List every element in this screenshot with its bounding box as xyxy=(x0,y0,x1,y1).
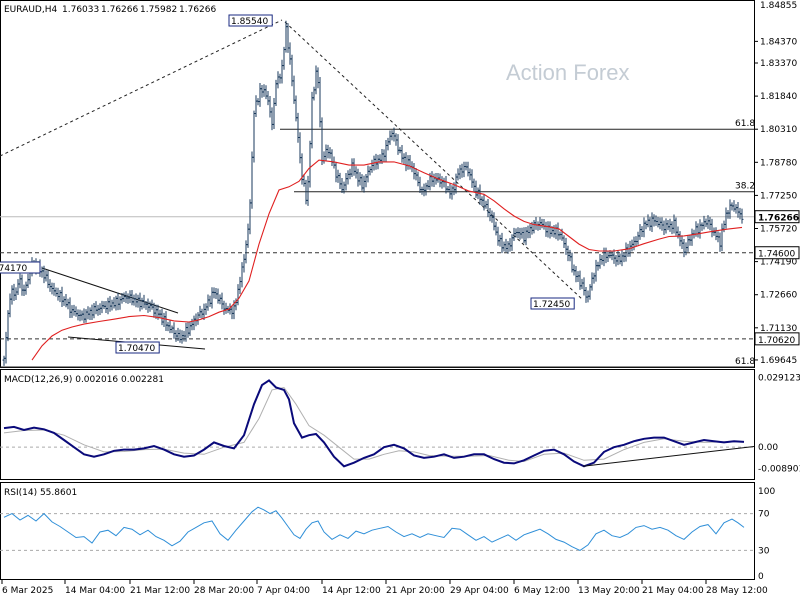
price-tick: 1.84370 xyxy=(760,37,797,47)
price-tick: 1.74190 xyxy=(760,258,797,268)
support-2-text: 1.70620 xyxy=(758,336,795,346)
price-tick: 1.69645 xyxy=(760,356,797,366)
macd-tick: 0.00 xyxy=(758,443,778,453)
price-tick: 1.75720 xyxy=(760,225,797,235)
price-tick: 1.80310 xyxy=(760,125,797,135)
rsi-panel xyxy=(0,482,755,580)
time-tick: 7 Apr 04:00 xyxy=(257,586,310,596)
fib-618-label: 61.8 xyxy=(735,119,755,129)
label-left-level-box xyxy=(0,261,41,274)
header-low: 1.75982 xyxy=(140,5,177,15)
support-1-text: 1.74600 xyxy=(758,250,795,260)
label-low-mar-box xyxy=(115,341,160,354)
rsi-tick: 0 xyxy=(758,572,764,582)
price-tick: 1.83370 xyxy=(760,59,797,69)
label-high: 1.85540 xyxy=(228,14,273,27)
main-panel xyxy=(0,0,755,368)
macd-label: MACD(12,26,9) 0.002016 0.002281 xyxy=(4,375,164,385)
time-tick: 29 Apr 04:00 xyxy=(450,586,509,596)
main-layer: 61.8 38.2 61.8 1.85540 1.72450 1.70470 1.74170 xyxy=(0,14,755,368)
macd-panel xyxy=(0,369,755,480)
support-1-tag xyxy=(754,246,800,260)
price-tick: 1.78780 xyxy=(760,158,797,168)
rsi-tick: 100 xyxy=(758,487,775,497)
label-low-mar: 1.70470 xyxy=(115,341,160,354)
fib-382-label: 38.2 xyxy=(735,182,755,192)
macd-line xyxy=(3,379,745,468)
macd-tick: 0.029123 xyxy=(758,374,800,384)
time-tick: 6 Mar 2025 xyxy=(2,586,53,596)
label-left-level-text: 1.74170 xyxy=(0,264,27,274)
time-tick: 14 Apr 12:00 xyxy=(322,586,381,596)
price-tick: 1.77250 xyxy=(760,191,797,201)
time-tick: 21 Mar 12:00 xyxy=(130,586,190,596)
time-tick: 21 Apr 20:00 xyxy=(386,586,445,596)
time-tick: 14 Mar 04:00 xyxy=(65,586,125,596)
price-tick: 1.81840 xyxy=(760,92,797,102)
current-price-text: 1.76266 xyxy=(758,214,799,224)
current-price-tag xyxy=(754,210,800,224)
header-high: 1.76266 xyxy=(101,5,138,15)
time-tick: 21 May 04:00 xyxy=(642,586,704,596)
price-tick: 1.72660 xyxy=(760,291,797,301)
macd-trendline xyxy=(582,445,755,467)
trendline-up-to-high xyxy=(0,19,283,157)
price-tick: 1.71130 xyxy=(760,324,797,334)
moving-average-line xyxy=(31,159,743,361)
support-2-tag xyxy=(754,332,800,346)
label-low-may: 1.72450 xyxy=(530,297,575,310)
header-symbol: EURAUD,H4 xyxy=(4,5,57,15)
label-low-may-box xyxy=(530,297,575,310)
label-left-level: 1.74170 xyxy=(0,261,41,274)
time-tick: 28 Mar 20:00 xyxy=(194,586,254,596)
time-tick: 28 May 12:00 xyxy=(706,586,768,596)
label-high-box xyxy=(228,14,273,27)
macd-layer xyxy=(0,379,755,468)
rsi-tick: 70 xyxy=(758,510,770,520)
rsi-label: RSI(14) 55.8601 xyxy=(4,488,77,498)
fib-618-bottom-label: 61.8 xyxy=(735,357,755,367)
label-high-text: 1.85540 xyxy=(231,17,268,27)
rsi-layer xyxy=(0,506,754,551)
trendline-down-to-low xyxy=(284,21,584,301)
header: EURAUD,H4 1.76033 1.76266 1.75982 1.7626… xyxy=(4,5,216,15)
time-tick: 6 May 12:00 xyxy=(514,586,570,596)
rsi-tick: 30 xyxy=(758,546,770,556)
wedge-upper-line xyxy=(41,267,179,314)
macd-tick: -0.008901 xyxy=(758,464,800,474)
price-tick: 1.84855 xyxy=(760,1,797,11)
label-low-mar-text: 1.70470 xyxy=(118,344,155,354)
header-close: 1.76266 xyxy=(179,5,216,15)
header-open: 1.76033 xyxy=(62,5,99,15)
label-low-may-text: 1.72450 xyxy=(533,300,570,310)
time-tick: 13 May 20:00 xyxy=(578,586,640,596)
rsi-line xyxy=(3,506,745,551)
price-bars xyxy=(2,20,744,366)
watermark: Action Forex xyxy=(506,60,630,85)
